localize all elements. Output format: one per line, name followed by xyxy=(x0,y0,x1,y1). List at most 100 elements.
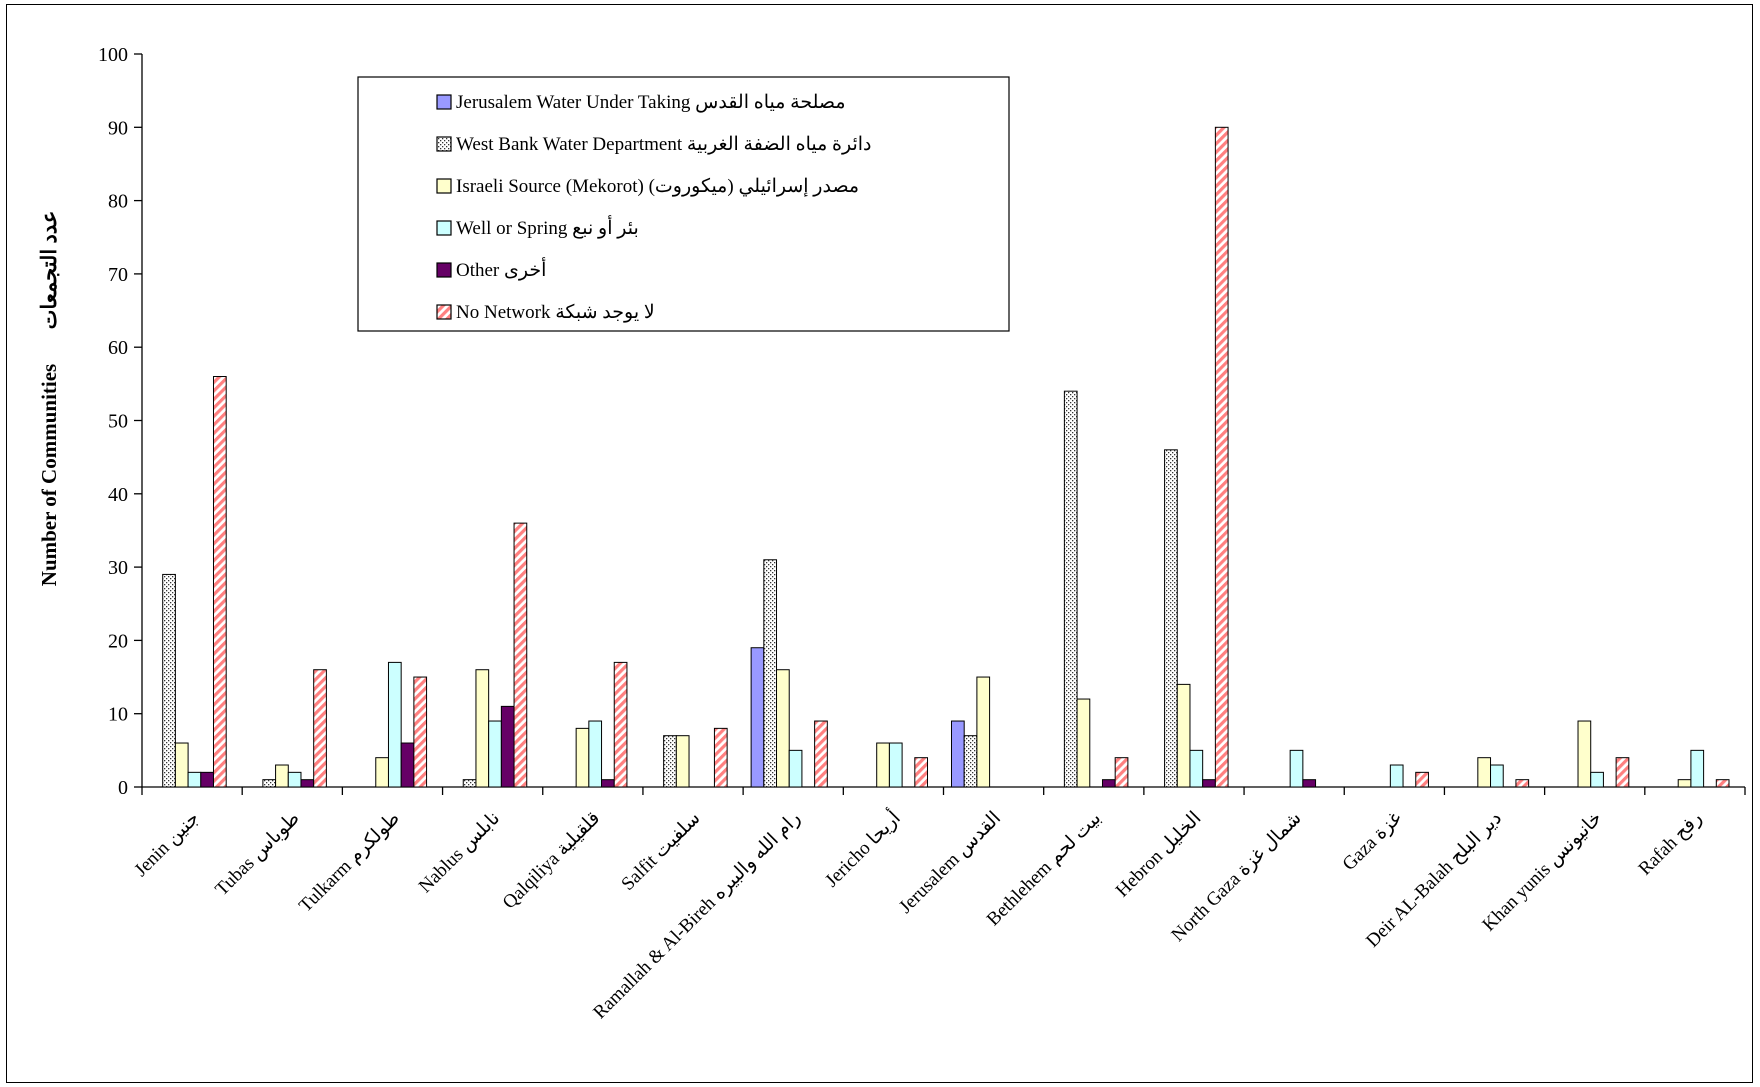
y-tick-label: 20 xyxy=(108,630,128,652)
legend-swatch xyxy=(436,136,452,152)
bar xyxy=(1302,779,1317,788)
category-label: Jenin جنين xyxy=(130,808,203,881)
legend-swatch xyxy=(436,304,452,320)
legend-label: Jerusalem Water Under Taking مصلحة مياه … xyxy=(456,92,846,113)
category-label: Rafah رفح xyxy=(1635,808,1707,880)
y-tick-label: 80 xyxy=(108,191,128,213)
bar xyxy=(788,749,803,788)
bar xyxy=(413,676,428,788)
bar xyxy=(950,720,965,788)
bar xyxy=(488,720,502,788)
category-label: Jericho أريحا xyxy=(818,805,905,892)
bar xyxy=(462,779,477,788)
bar xyxy=(275,764,289,788)
bar xyxy=(500,705,515,788)
x-axis xyxy=(141,786,1746,795)
bar xyxy=(187,771,202,788)
bar xyxy=(914,757,929,788)
category-label: Jerusalem القدس xyxy=(895,808,1005,918)
bar xyxy=(513,522,528,788)
bar xyxy=(814,720,828,788)
legend-label: Other أخرى xyxy=(456,256,546,281)
bar xyxy=(888,742,903,788)
y-tick-label: 30 xyxy=(108,557,128,579)
category-label: Tubas طوباس xyxy=(211,808,303,900)
bar xyxy=(663,735,677,788)
legend-swatch xyxy=(436,220,452,236)
bar xyxy=(876,742,890,788)
y-tick-label: 0 xyxy=(118,777,128,799)
bar xyxy=(713,727,728,788)
bar xyxy=(1615,757,1630,788)
bar xyxy=(1389,764,1404,788)
bar xyxy=(262,779,277,788)
y-tick-label: 40 xyxy=(108,484,128,506)
category-label: Tulkarm طولكرم xyxy=(295,808,404,917)
bar xyxy=(1490,764,1504,788)
category-label: Ramallah & Al-Bireh رام الله والبيره xyxy=(589,808,804,1023)
bar xyxy=(588,720,603,788)
y-axis-title: Number of Communities xyxy=(37,364,61,586)
bar xyxy=(300,779,315,788)
bar xyxy=(1063,390,1078,788)
y-tick-label: 10 xyxy=(108,704,128,726)
bar xyxy=(400,742,415,788)
legend-label: No Network لا يوجد شبكة xyxy=(456,302,655,323)
y-axis: 0 10 20 30 40 50 60 70 80 90 100 xyxy=(98,44,143,799)
y-axis-title-arabic: عدد التجمعات xyxy=(37,211,61,330)
bar xyxy=(613,661,628,788)
legend: Jerusalem Water Under Taking مصلحة مياه … xyxy=(357,76,1010,332)
bar xyxy=(601,779,615,788)
bar xyxy=(287,771,302,788)
bar xyxy=(313,669,327,788)
y-tick-label: 70 xyxy=(108,264,128,286)
bar xyxy=(1677,779,1692,788)
bar xyxy=(1101,779,1116,788)
category-label: Salfit سلفيت xyxy=(617,808,704,895)
bar xyxy=(976,676,991,788)
bar xyxy=(1690,749,1705,788)
bar xyxy=(776,669,790,788)
legend-box xyxy=(357,76,1010,332)
bar xyxy=(750,647,765,788)
bar xyxy=(1515,779,1530,788)
bar xyxy=(1715,779,1730,788)
bar xyxy=(1289,749,1304,788)
legend-swatch xyxy=(436,262,452,278)
bar xyxy=(162,573,176,788)
bar xyxy=(1164,449,1178,788)
bar xyxy=(1176,683,1191,788)
bar xyxy=(212,376,227,788)
legend-label: Well or Spring بئر أو نبع xyxy=(456,214,639,239)
bar xyxy=(475,669,490,788)
category-label: Hebron الخليل xyxy=(1112,808,1206,902)
bar xyxy=(1214,126,1229,788)
legend-label: West Bank Water Department دائرة مياه ال… xyxy=(456,134,872,155)
bar xyxy=(174,742,189,788)
y-tick-label: 50 xyxy=(108,411,128,433)
category-label: Qalqiliya قلقيلية xyxy=(499,808,605,914)
bar xyxy=(1577,720,1592,788)
bar xyxy=(1477,757,1492,788)
bar xyxy=(763,559,778,788)
legend-swatch xyxy=(436,94,452,110)
y-tick-label: 90 xyxy=(108,117,128,139)
bar xyxy=(1590,771,1604,788)
legend-swatch xyxy=(436,178,452,194)
bar xyxy=(575,727,590,788)
bars xyxy=(162,126,1730,788)
bar xyxy=(1189,749,1204,788)
bar xyxy=(1114,757,1129,788)
category-label: Nablus نابلس xyxy=(415,808,504,897)
bar xyxy=(375,757,389,788)
bar xyxy=(675,735,690,788)
bar xyxy=(1202,779,1216,788)
category-label: Gaza غزة xyxy=(1339,808,1406,875)
y-tick-label: 60 xyxy=(108,337,128,359)
bar xyxy=(963,735,978,788)
bar xyxy=(1076,698,1091,788)
y-tick-label: 100 xyxy=(98,44,128,66)
bar xyxy=(200,771,214,788)
